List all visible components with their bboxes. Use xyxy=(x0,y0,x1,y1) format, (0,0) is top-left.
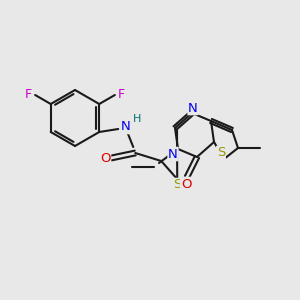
Text: N: N xyxy=(120,121,130,134)
Text: F: F xyxy=(25,88,32,101)
Text: O: O xyxy=(100,152,110,164)
Text: N: N xyxy=(188,101,198,115)
Text: S: S xyxy=(173,178,182,191)
Text: S: S xyxy=(217,146,225,160)
Text: O: O xyxy=(181,178,191,190)
Text: F: F xyxy=(117,88,124,101)
Text: H: H xyxy=(133,114,141,124)
Text: N: N xyxy=(168,148,178,160)
